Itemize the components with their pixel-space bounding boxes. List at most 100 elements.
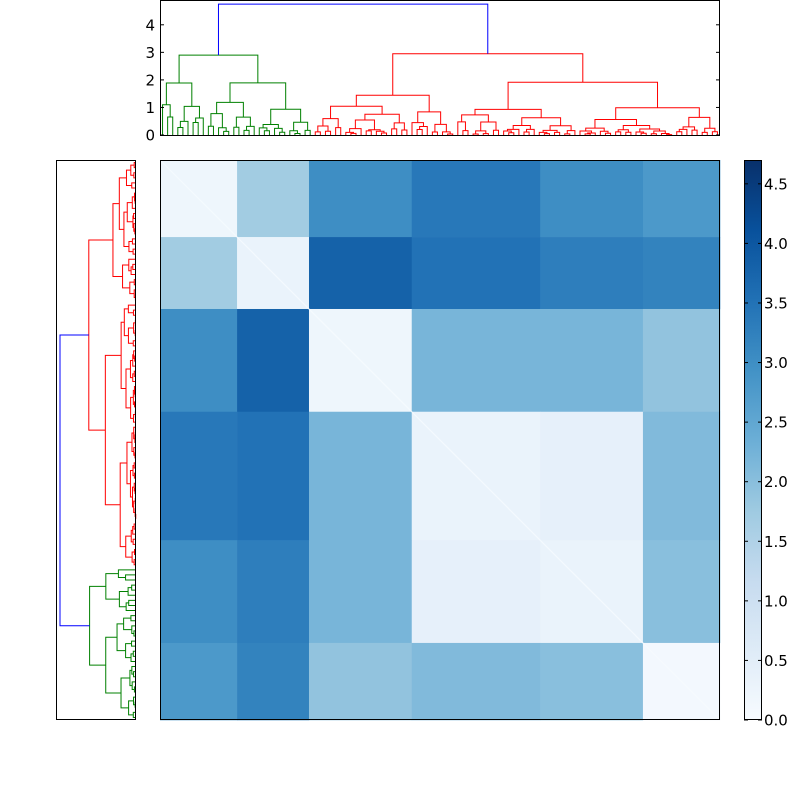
top-dendrogram-link-cluster-b <box>355 94 430 112</box>
left-dendrogram-link-cluster-b <box>130 164 135 176</box>
top-dendrogram-link-cluster-b <box>579 130 592 135</box>
left-dendrogram-link-cluster-b <box>133 350 136 360</box>
left-dendrogram-link-cluster-b <box>88 239 113 431</box>
left-dendrogram-link-cluster-a <box>133 696 136 706</box>
top-dendrogram-link-cluster-a <box>246 125 255 135</box>
left-dendrogram-link-root <box>59 334 90 627</box>
heatmap-cell-B4-B2 <box>411 642 541 721</box>
left-dendrogram-link-cluster-b <box>132 389 135 405</box>
left-dendrogram-link-cluster-b <box>133 172 136 179</box>
heatmap-cell-A1-B4 <box>642 160 721 238</box>
top-dendrogram-link-cluster-b <box>419 126 428 135</box>
left-dendrogram-link-cluster-a <box>133 671 136 678</box>
heatmap-cell-B4-A2 <box>237 642 310 721</box>
top-dendrogram-link-cluster-b <box>622 124 651 130</box>
left-dendrogram-link-cluster-a <box>125 602 136 612</box>
left-dendrogram-link-cluster-b <box>120 321 126 389</box>
top-dendrogram-link-cluster-a <box>274 127 283 135</box>
left-dendrogram-link-cluster-b <box>122 264 130 289</box>
top-dendrogram-link-cluster-a <box>235 116 251 128</box>
top-dendrogram-link-cluster-a <box>216 101 244 118</box>
left-dendrogram-link-cluster-a <box>117 569 136 578</box>
left-dendrogram-link-cluster-b <box>133 447 136 456</box>
colorbar-tick-label: 2.0 <box>764 473 788 491</box>
top-dendrogram-y-tick-label: 3 <box>145 44 155 62</box>
top-dendrogram-y-tick-label: 2 <box>145 71 155 89</box>
heatmap-cell-A2-B1 <box>308 237 413 310</box>
top-dendrogram-link-cluster-b <box>447 133 454 135</box>
top-dendrogram-link-cluster-a <box>258 127 268 135</box>
heatmap-cell-B4-B1 <box>308 642 413 721</box>
left-dendrogram-link-cluster-b <box>131 196 136 209</box>
top-dendrogram-link-cluster-a <box>294 133 301 135</box>
left-dendrogram-link-cluster-a <box>130 653 136 662</box>
left-dendrogram-link-cluster-b <box>127 327 134 344</box>
top-dendrogram-link-cluster-b <box>549 125 572 131</box>
top-dendrogram-link-cluster-b <box>678 128 688 135</box>
colorbar: 0.0 0.5 1.0 1.5 2.0 2.5 3.0 3.5 4.0 4.5 <box>744 160 788 730</box>
left-dendrogram-link-cluster-a <box>127 587 136 596</box>
left-dendrogram-link-cluster-b <box>132 538 136 545</box>
heatmap-cell-B3-A2 <box>237 540 310 644</box>
top-dendrogram-link-cluster-a <box>167 116 174 135</box>
top-dendrogram-link-cluster-b <box>375 130 385 135</box>
heatmap-cell-B4-B3 <box>540 642 644 721</box>
top-dendrogram-link-cluster-a <box>210 113 223 128</box>
heatmap-cell-B2-B1 <box>308 411 413 541</box>
top-dendrogram-link-cluster-a <box>207 125 214 135</box>
left-dendrogram <box>56 160 137 720</box>
left-dendrogram-link-cluster-b <box>132 263 136 270</box>
top-dendrogram-link-cluster-b <box>554 131 561 135</box>
left-dendrogram-link-cluster-a <box>132 650 136 657</box>
top-dendrogram-link-cluster-b <box>349 128 362 135</box>
heatmap-cell-B2-A1 <box>160 411 238 541</box>
heatmap-cell-B3-A1 <box>160 540 238 644</box>
left-dendrogram-link-cluster-a <box>125 574 136 581</box>
top-dendrogram-link-cluster-b <box>462 130 469 135</box>
heatmap-cell-B1-B3 <box>540 308 644 413</box>
left-dendrogram-link-cluster-a <box>105 573 120 600</box>
top-dendrogram-link-cluster-a <box>177 127 184 135</box>
top-dendrogram-link-cluster-b <box>431 131 438 135</box>
top-dendrogram-link-cluster-b <box>354 119 375 130</box>
left-dendrogram-link-cluster-b <box>133 426 136 440</box>
left-dendrogram-link-cluster-b <box>130 396 134 419</box>
top-dendrogram-link-cluster-b <box>691 129 698 135</box>
top-dendrogram: 0 1 2 3 4 <box>145 0 720 145</box>
left-dendrogram-link-cluster-b <box>132 526 136 535</box>
left-dendrogram-link-cluster-a <box>123 617 132 631</box>
left-dendrogram-link-cluster-a <box>116 623 126 652</box>
top-dendrogram-link-root <box>217 3 489 56</box>
top-dendrogram-link-cluster-a <box>178 54 259 84</box>
left-dendrogram-link-cluster-b <box>129 281 135 295</box>
top-dendrogram-link-cluster-b <box>617 129 629 133</box>
top-dendrogram-link-cluster-b <box>538 131 548 135</box>
top-dendrogram-link-cluster-b <box>594 118 637 129</box>
left-dendrogram-link-cluster-b <box>125 368 131 409</box>
heatmap-cell-B3-B1 <box>308 540 413 644</box>
top-dendrogram-link-cluster-b <box>585 127 605 132</box>
left-dendrogram-link-cluster-a <box>133 630 136 637</box>
distance-heatmap <box>159 159 721 721</box>
top-dendrogram-link-cluster-b <box>380 132 388 135</box>
heatmap-diagonal <box>159 159 721 721</box>
top-dendrogram-link-cluster-b <box>566 130 576 135</box>
colorbar-tick-label: 4.0 <box>764 235 788 253</box>
left-dendrogram-link-cluster-a <box>131 681 136 690</box>
heatmap-cell-B1-B4 <box>642 308 721 413</box>
left-dendrogram-link-cluster-b <box>126 441 132 485</box>
top-dendrogram-link-cluster-a <box>162 104 171 135</box>
top-dendrogram-link-cluster-b <box>653 130 666 134</box>
left-dendrogram-link-cluster-b <box>125 535 133 558</box>
colorbar-tick-label: 4.5 <box>764 175 788 193</box>
colorbar-gradient <box>744 160 762 720</box>
heatmap-cell-A2-B3 <box>540 237 644 310</box>
top-dendrogram-link-cluster-b <box>711 131 718 135</box>
top-dendrogram-link-cluster-b <box>503 130 512 135</box>
left-dendrogram-link-cluster-a <box>105 636 122 694</box>
heatmap-cell-B3-B4 <box>642 540 721 644</box>
top-dendrogram-link-cluster-b <box>523 131 530 135</box>
top-dendrogram-link-cluster-b <box>615 131 622 135</box>
left-dendrogram-link-cluster-b <box>128 258 136 272</box>
top-dendrogram-link-cluster-b <box>480 121 497 131</box>
